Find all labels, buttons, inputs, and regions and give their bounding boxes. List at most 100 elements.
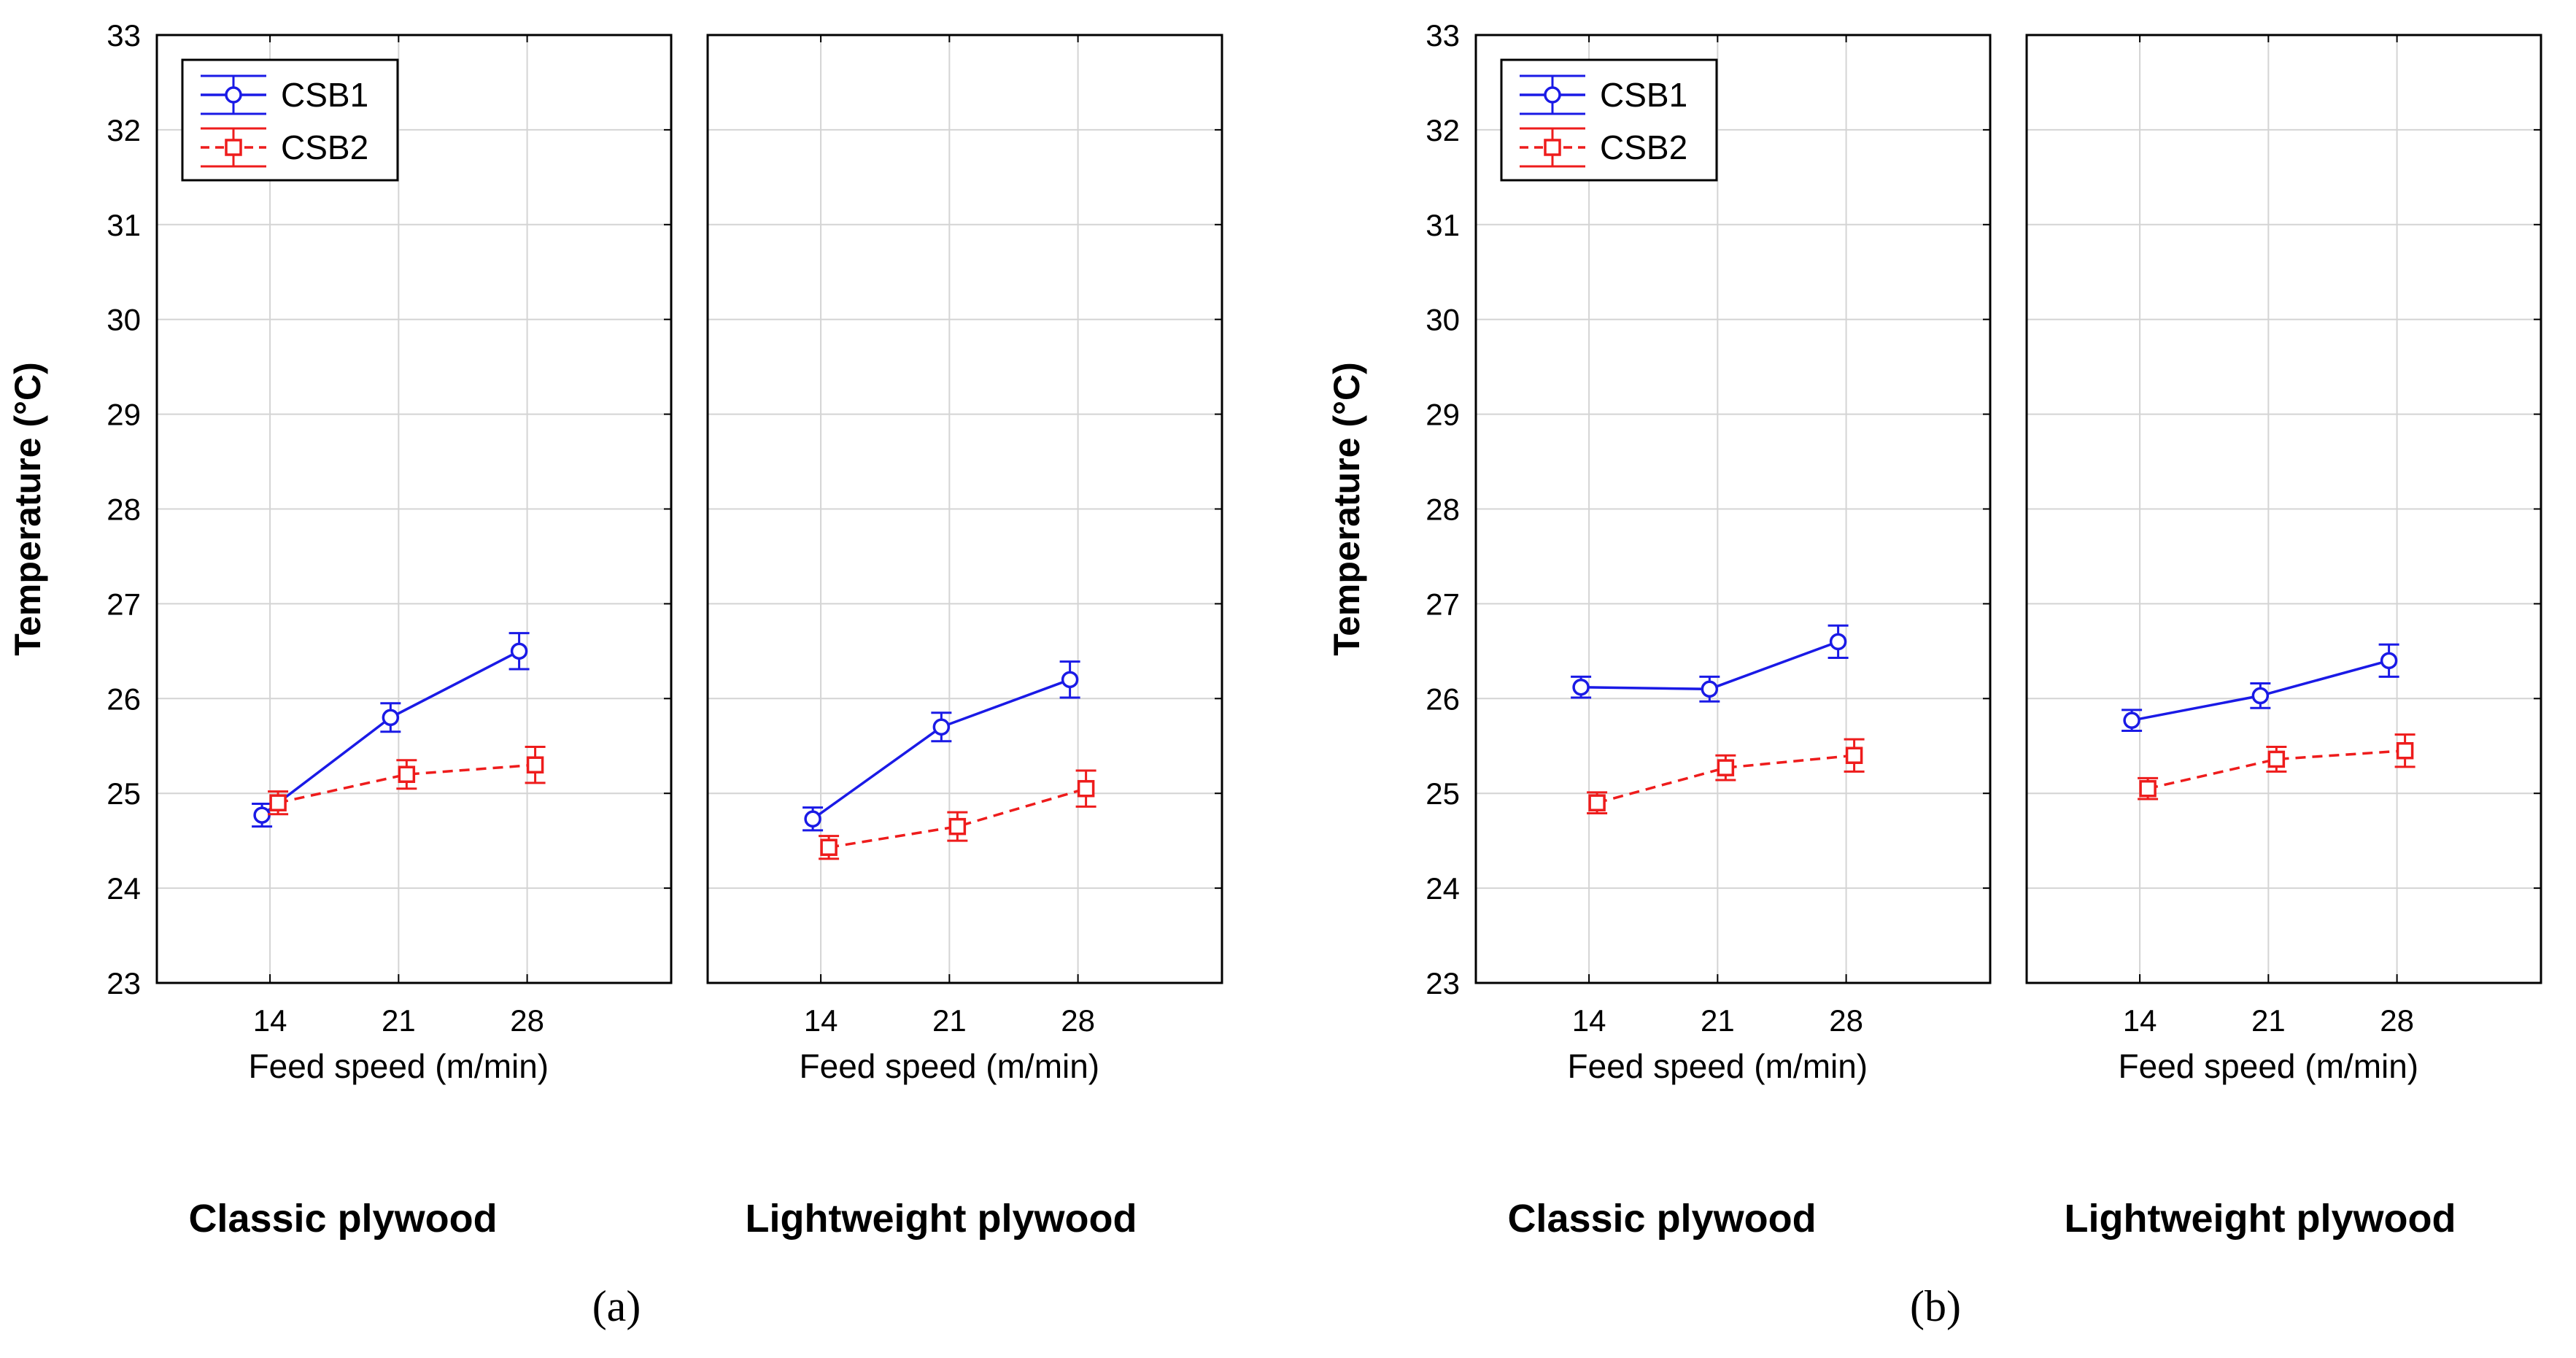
x-axis-label: Feed speed (m/min) [800, 1047, 1100, 1085]
legend-label: CSB1 [1600, 76, 1687, 114]
y-tick-label: 25 [1426, 776, 1460, 811]
data-point-csb2 [1588, 794, 1606, 811]
legend-box [181, 58, 399, 182]
x-tick-label: 21 [382, 1003, 416, 1038]
panel-label: (b) [1910, 1282, 1961, 1330]
series-line-csb1 [261, 649, 520, 817]
subplot-classic: 14 21 28 Feed speed (m/min) Classic plywood [155, 34, 673, 1241]
data-point-csb1 [1701, 680, 1719, 698]
plot-frame [1474, 34, 1992, 984]
data-point-csb2 [269, 794, 287, 811]
data-point-csb2 [2267, 750, 2286, 768]
subplot-title: Lightweight plywood [2065, 1197, 2456, 1241]
chart-a: 23 24 25 26 27 28 29 30 31 32 33 Temperature (°C) 14… [7, 18, 1223, 1330]
legend-marker-square [1544, 139, 1561, 156]
y-tick-label: 24 [1426, 871, 1460, 906]
x-tick-label: 14 [2123, 1003, 2157, 1038]
data-point-csb1 [2123, 711, 2140, 729]
data-point-csb1 [2380, 652, 2398, 670]
y-axis-label: Temperature (°C) [1326, 362, 1367, 655]
panel-label: (a) [592, 1282, 641, 1330]
y-tick-label: 29 [107, 398, 141, 432]
data-point-csb1 [510, 642, 528, 660]
plot-frame [155, 34, 673, 984]
y-tick-label: 23 [1426, 966, 1460, 1000]
y-tick-label: 27 [107, 587, 141, 621]
legend-item-csb1: CSB1 [201, 74, 368, 115]
y-tick-label: 27 [1426, 587, 1460, 621]
legend: CSB1 CSB2 [1500, 58, 1718, 182]
y-tick-label: 32 [107, 113, 141, 147]
series-line-csb2 [1596, 754, 1854, 804]
y-tick-label: 23 [107, 966, 141, 1000]
plot-frame [706, 34, 1223, 984]
y-tick-label: 28 [107, 493, 141, 527]
x-tick-label: 28 [1829, 1003, 1863, 1038]
x-tick-label: 28 [2380, 1003, 2414, 1038]
x-tick-label: 14 [804, 1003, 838, 1038]
y-tick-label: 30 [107, 303, 141, 337]
x-tick-label: 28 [510, 1003, 544, 1038]
y-tick-label: 26 [107, 682, 141, 716]
series-line-csb2 [828, 787, 1087, 849]
data-point-csb1 [382, 709, 400, 727]
y-tick-label: 31 [107, 208, 141, 242]
legend-item-csb1: CSB1 [1520, 74, 1687, 115]
data-point-csb1 [253, 806, 271, 824]
data-point-csb1 [1572, 678, 1590, 696]
x-tick-label: 21 [932, 1003, 967, 1038]
legend-item-csb2: CSB2 [201, 127, 368, 168]
data-point-csb2 [820, 838, 838, 856]
y-tick-label: 26 [1426, 682, 1460, 716]
data-point-csb2 [526, 756, 544, 773]
data-point-csb2 [2139, 779, 2157, 798]
legend-marker-circle [225, 86, 242, 104]
legend-marker-square [225, 139, 242, 156]
data-point-csb2 [948, 817, 967, 836]
subplot-title: Lightweight plywood [746, 1197, 1137, 1241]
legend-label: CSB2 [281, 128, 368, 166]
plot-frame [2025, 34, 2542, 984]
data-point-csb2 [1077, 779, 1095, 798]
x-tick-label: 14 [1572, 1003, 1606, 1038]
x-tick-label: 21 [1701, 1003, 1735, 1038]
x-axis-label: Feed speed (m/min) [1568, 1047, 1868, 1085]
data-point-csb1 [1061, 671, 1079, 689]
subplot-lightweight: 14 21 28 Feed speed (m/min) Lightweight plyw… [706, 34, 1223, 1241]
x-tick-label: 21 [2251, 1003, 2286, 1038]
y-tick-label: 28 [1426, 493, 1460, 527]
x-axis-label: Feed speed (m/min) [249, 1047, 549, 1085]
x-tick-label: 28 [1061, 1003, 1095, 1038]
legend-marker-circle [1544, 86, 1561, 104]
data-point-csb1 [804, 810, 821, 828]
y-tick-label: 31 [1426, 208, 1460, 242]
y-axis-label: Temperature (°C) [7, 362, 48, 655]
y-tick-label: 25 [107, 776, 141, 811]
y-tick-label: 33 [107, 18, 141, 53]
data-point-csb2 [2396, 741, 2414, 760]
series-line-csb1 [812, 678, 1071, 820]
subplot-lightweight: 14 21 28 Feed speed (m/min) Lightweight plyw… [2025, 34, 2542, 1241]
y-tick-label: 32 [1426, 113, 1460, 147]
legend: CSB1 CSB2 [181, 58, 399, 182]
data-point-csb1 [2251, 687, 2270, 705]
legend-label: CSB2 [1600, 128, 1687, 166]
y-tick-label: 24 [107, 871, 141, 906]
subplot-classic: 14 21 28 Feed speed (m/min) Classic plywood [1474, 34, 1992, 1241]
data-point-csb2 [1717, 759, 1735, 776]
data-point-csb1 [1829, 633, 1847, 651]
legend-item-csb2: CSB2 [1520, 127, 1687, 168]
subplot-title: Classic plywood [188, 1197, 497, 1241]
legend-label: CSB1 [281, 76, 368, 114]
y-tick-label: 29 [1426, 398, 1460, 432]
y-tick-label: 33 [1426, 18, 1460, 53]
x-tick-label: 14 [253, 1003, 287, 1038]
chart-b: 23 24 25 26 27 28 29 30 31 32 33 Temperature (°C) 14… [1326, 18, 2542, 1330]
data-point-csb2 [398, 765, 416, 783]
y-tick-label: 30 [1426, 303, 1460, 337]
legend-box [1500, 58, 1718, 182]
data-point-csb1 [932, 718, 951, 736]
subplot-title: Classic plywood [1507, 1197, 1816, 1241]
x-axis-label: Feed speed (m/min) [2119, 1047, 2419, 1085]
